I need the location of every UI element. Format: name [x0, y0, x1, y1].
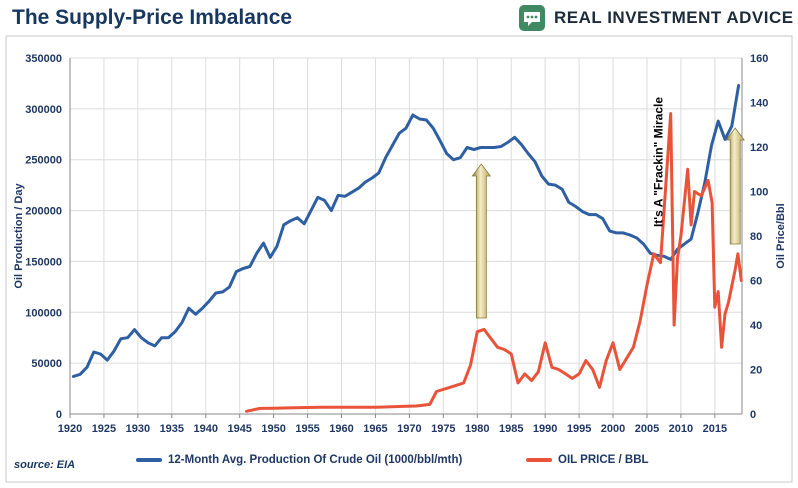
- x-tick-label: 1925: [92, 423, 116, 435]
- x-tick-label: 1940: [194, 423, 218, 435]
- y-tick-label: 350000: [25, 53, 62, 65]
- x-tick-label: 1945: [227, 423, 251, 435]
- x-tick-label: 2005: [635, 423, 659, 435]
- y2-tick-label: 40: [750, 320, 762, 332]
- chat-bubble-icon: [519, 5, 545, 31]
- arrow-1980: [471, 163, 492, 319]
- axes: [69, 58, 743, 418]
- x-tick-label: 1965: [363, 423, 387, 435]
- x-tick-label: 2015: [703, 423, 727, 435]
- x-tick-label: 1990: [533, 423, 557, 435]
- y-tick-label: 250000: [25, 155, 62, 167]
- y2-tick-label: 100: [750, 187, 768, 199]
- y-tick-label: 300000: [25, 104, 62, 116]
- x-tick-label: 1985: [499, 423, 523, 435]
- y-tick-label: 50000: [31, 358, 62, 370]
- arrow-2018: [725, 127, 746, 245]
- legend-oil-price: OIL PRICE / BBL: [526, 454, 649, 466]
- brand-logo: REAL INVESTMENT ADVICE: [518, 4, 794, 32]
- annotation-text: It's A "Frackin" Miracle: [652, 97, 666, 227]
- y2-tick-label: 20: [750, 365, 762, 377]
- y2-tick-label: 0: [750, 409, 756, 421]
- y2-tick-label: 120: [750, 142, 768, 154]
- x-tick-label: 1920: [58, 423, 82, 435]
- y2-tick-label: 140: [750, 98, 768, 110]
- oil-price-line: [245, 112, 743, 413]
- x-tick-label: 1980: [465, 423, 489, 435]
- x-tick-label: 1930: [126, 423, 150, 435]
- annotation-arrows: [471, 127, 746, 319]
- labels: 0 50000 100000 150000 200000 250000 300000 3500…: [13, 53, 787, 435]
- series: [71, 84, 743, 413]
- y-tick-label: 150000: [25, 256, 62, 268]
- y-tick-label: 200000: [25, 206, 62, 218]
- y2-tick-label: 80: [750, 231, 762, 243]
- chart-border: [5, 35, 793, 483]
- y-axis-title: Oil Production / Day: [13, 183, 25, 289]
- legend-production: 12-Month Avg. Production Of Crude Oil (1…: [136, 454, 462, 466]
- grid: [69, 57, 742, 415]
- x-tick-label: 1995: [567, 423, 591, 435]
- chart-title: The Supply-Price Imbalance: [12, 6, 293, 29]
- y-tick-label: 100000: [25, 307, 62, 319]
- brand-name: REAL INVESTMENT ADVICE: [554, 8, 794, 27]
- legend-production-label: 12-Month Avg. Production Of Crude Oil (1…: [168, 454, 463, 466]
- x-tick-label: 1970: [397, 423, 421, 435]
- legend-oil-price-label: OIL PRICE / BBL: [558, 454, 649, 466]
- production-line: [71, 84, 741, 378]
- y-tick-label: 0: [56, 409, 62, 421]
- x-tick-label: 1950: [261, 423, 285, 435]
- source-note: source: EIA: [14, 459, 76, 471]
- x-tick-label: 2010: [669, 423, 693, 435]
- x-tick-label: 1960: [329, 423, 353, 435]
- y2-tick-label: 160: [750, 53, 768, 65]
- x-tick-label: 1935: [160, 423, 184, 435]
- x-tick-label: 1975: [431, 423, 455, 435]
- x-tick-label: 2000: [601, 423, 625, 435]
- legend-production-swatch: [136, 458, 162, 462]
- y2-axis-title: Oil Price/Bbl: [775, 203, 787, 268]
- legend-oil-price-swatch: [526, 458, 552, 462]
- y2-tick-label: 60: [750, 276, 762, 288]
- x-tick-label: 1955: [295, 423, 319, 435]
